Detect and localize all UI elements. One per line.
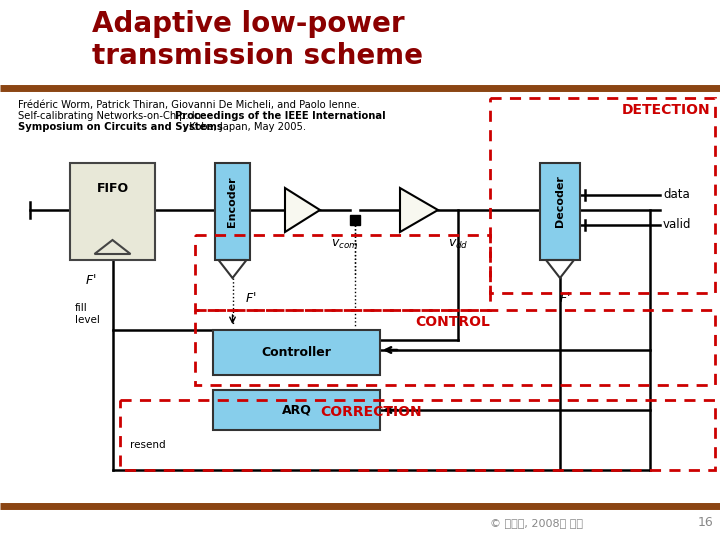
Text: $F$': $F$'	[85, 273, 96, 287]
Text: $v_{dd}$: $v_{dd}$	[448, 238, 468, 251]
Text: Encoder: Encoder	[228, 176, 238, 227]
Text: valid: valid	[663, 219, 691, 232]
Text: $F$': $F$'	[245, 291, 256, 305]
Text: Adaptive low-power
transmission scheme: Adaptive low-power transmission scheme	[92, 10, 423, 70]
Bar	[540, 163, 580, 260]
Text: DETECTION: DETECTION	[621, 103, 710, 117]
Text: fill
level: fill level	[74, 303, 99, 325]
Text: Proceedings of the IEEE International: Proceedings of the IEEE International	[175, 111, 386, 121]
Text: , Kobe, Japan, May 2005.: , Kobe, Japan, May 2005.	[183, 122, 306, 132]
Text: Decoder: Decoder	[555, 176, 565, 227]
Text: $F$': $F$'	[559, 291, 571, 305]
Polygon shape	[400, 188, 438, 232]
Text: data: data	[663, 188, 690, 201]
Bar	[70, 163, 155, 260]
Text: 16: 16	[698, 516, 714, 530]
Text: $v_{com}$: $v_{com}$	[331, 238, 359, 251]
Bar	[215, 163, 250, 260]
Text: CORRECTION: CORRECTION	[320, 405, 422, 419]
Bar	[213, 330, 380, 375]
Bar	[350, 215, 360, 225]
Text: Controller: Controller	[261, 346, 331, 359]
Text: Self-calibrating Networks-on-Chip. In: Self-calibrating Networks-on-Chip. In	[18, 111, 204, 121]
Polygon shape	[285, 188, 320, 232]
Bar	[213, 390, 380, 430]
Text: Frédéric Worm, Patrick Thiran, Giovanni De Micheli, and Paolo Ienne.: Frédéric Worm, Patrick Thiran, Giovanni …	[18, 100, 360, 110]
Text: CONTROL: CONTROL	[415, 315, 490, 329]
Text: resend: resend	[130, 440, 166, 450]
Text: © 조준동, 2008년 가을: © 조준동, 2008년 가을	[490, 518, 583, 528]
Text: Symposium on Circuits and Systems: Symposium on Circuits and Systems	[18, 122, 222, 132]
Text: ARQ: ARQ	[282, 403, 312, 416]
Text: FIFO: FIFO	[96, 181, 129, 194]
